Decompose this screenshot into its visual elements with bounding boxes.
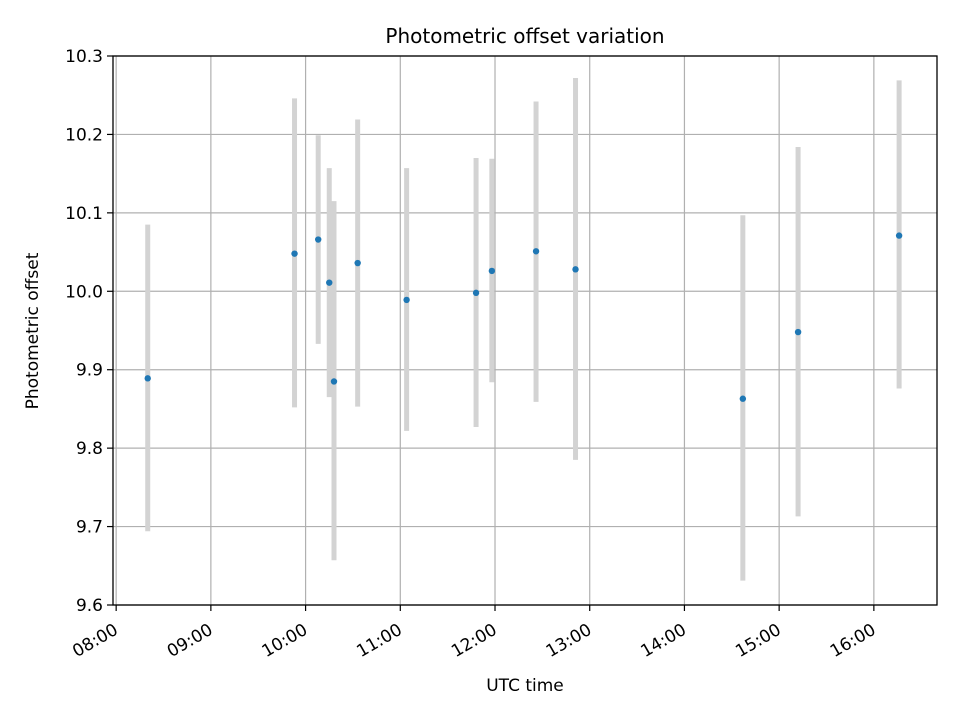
data-point [472,289,480,297]
y-tick-label: 9.9 [76,361,103,381]
y-tick-label: 9.7 [76,518,103,538]
data-point [291,250,298,257]
data-point [532,248,540,255]
data-points [144,232,903,402]
data-point [315,236,322,243]
data-point [330,378,338,385]
data-point [326,279,333,286]
y-tick-label: 9.8 [76,439,103,459]
y-axis-label: Photometric offset [23,252,43,409]
data-point [739,395,747,402]
y-tick-label: 10.0 [65,282,103,302]
plot-frame [112,55,938,606]
y-axis-ticks: 9.6 9.7 9.8 9.9 10.0 10.1 10.2 10.3 [65,47,113,616]
x-axis-label: UTC time [486,676,564,696]
chart-title: Photometric offset variation [385,24,664,48]
y-tick-label: 10.3 [65,47,103,67]
data-point [794,328,802,336]
data-point [572,266,579,273]
y-tick-label: 10.1 [65,204,103,224]
y-tick-label: 10.2 [65,125,103,145]
data-point [144,375,151,382]
data-point [488,267,496,275]
data-point [895,232,903,239]
data-point [354,259,361,267]
data-point [403,296,410,304]
y-tick-label: 9.6 [76,596,103,616]
